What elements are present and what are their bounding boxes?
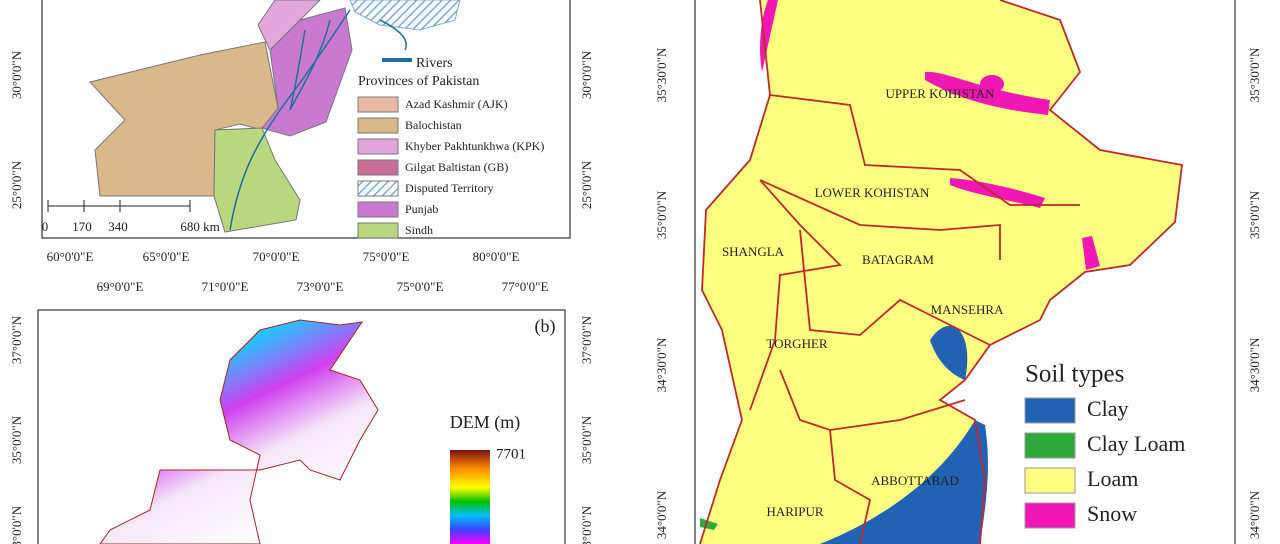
- scale-label: 170: [72, 219, 92, 234]
- scale-label: 680 km: [180, 219, 219, 234]
- legend-label: Rivers: [416, 56, 453, 71]
- lat-label: 35°0'0"N: [579, 415, 594, 464]
- scale-bar: [47, 200, 191, 212]
- legend-label: Clay: [1087, 396, 1129, 421]
- soil-map: [699, 0, 1183, 544]
- legend: Clay Clay Loam Loam Snow: [1024, 396, 1185, 529]
- lon-label: 73°0'0"E: [297, 279, 344, 294]
- lat-label: 34°0'0"N: [654, 490, 669, 539]
- legend-swatch: [357, 222, 399, 239]
- legend-swatch: [1024, 397, 1076, 424]
- legend: Azad Kashmir (AJK) Balochistan Khyber Pakh…: [357, 96, 544, 239]
- lat-label: 35°30'0"N: [1247, 47, 1262, 102]
- district-label: MANSEHRA: [931, 302, 1005, 317]
- lat-label: 34°30'0"N: [654, 337, 669, 392]
- colorbar-label: 7701: [496, 446, 526, 462]
- legend-label: Azad Kashmir (AJK): [405, 97, 508, 111]
- lat-label: 34°30'0"N: [1247, 337, 1262, 392]
- district-label: ABBOTTABAD: [871, 473, 959, 488]
- panel-c: 35°30'0"N 35°0'0"N 34°30'0"N 34°0'0"N 35…: [654, 0, 1262, 544]
- legend-label: Sindh: [405, 223, 433, 237]
- dem-map: [99, 319, 379, 544]
- legend-swatch: [357, 201, 399, 218]
- legend-label: Gilgat Baltistan (GB): [405, 160, 508, 174]
- legend-label: Loam: [1087, 466, 1138, 491]
- lon-label: 80°0'0"E: [473, 249, 520, 264]
- lat-label: 35°0'0"N: [1247, 190, 1262, 239]
- lat-label: 33°0'0"N: [579, 505, 594, 544]
- lon-label: 75°0'0"E: [397, 279, 444, 294]
- district-label: LOWER KOHISTAN: [815, 185, 930, 200]
- map-frame: [37, 309, 566, 544]
- legend-label: Disputed Territory: [405, 181, 494, 195]
- colorbar: [450, 450, 490, 544]
- lat-label: 35°0'0"N: [9, 415, 24, 464]
- lat-label: 35°0'0"N: [654, 190, 669, 239]
- legend-label: Snow: [1087, 501, 1137, 526]
- legend-swatch: [357, 138, 399, 155]
- legend-swatch: [1024, 502, 1076, 529]
- lat-label: 37°0'0"N: [579, 315, 594, 364]
- legend-swatch: [357, 159, 399, 176]
- lon-label: 71°0'0"E: [202, 279, 249, 294]
- district-label: SHANGLA: [722, 244, 785, 259]
- legend-label: Punjab: [405, 202, 438, 216]
- legend-label: Khyber Pakhtunkhwa (KPK): [405, 139, 544, 153]
- lat-label: 37°0'0"N: [9, 315, 24, 364]
- legend-swatch: [357, 117, 399, 134]
- panel-a: 30°0'0"N 25°0'0"N 30°0'0"N 25°0'0"N 60°0…: [9, 0, 594, 264]
- district-label: UPPER KOHISTAN: [885, 86, 995, 101]
- legend-swatch: [357, 96, 399, 113]
- legend-swatch: [1024, 467, 1076, 494]
- lat-label: 30°0'0"N: [9, 50, 24, 99]
- lon-label: 65°0'0"E: [143, 249, 190, 264]
- panel-b: 69°0'0"E 71°0'0"E 73°0'0"E 75°0'0"E 77°0…: [9, 279, 594, 544]
- map-frame: [41, 0, 571, 239]
- district-label: HARIPUR: [766, 504, 823, 519]
- lat-label: 33°0'0"N: [9, 505, 24, 544]
- panel-label: (b): [535, 316, 556, 337]
- lat-label: 25°0'0"N: [9, 160, 24, 209]
- lon-label: 69°0'0"E: [97, 279, 144, 294]
- lat-label: 35°30'0"N: [654, 47, 669, 102]
- colorbar-title: DEM (m): [450, 412, 521, 433]
- legend-title: Provinces of Pakistan: [358, 74, 479, 89]
- legend-swatch: [357, 180, 399, 197]
- lon-label: 77°0'0"E: [502, 279, 549, 294]
- legend-label: Clay Loam: [1087, 431, 1185, 456]
- lat-label: 34°0'0"N: [1247, 490, 1262, 539]
- legend-swatch: [1024, 432, 1076, 459]
- district-label: BATAGRAM: [862, 252, 934, 267]
- legend-label: Balochistan: [405, 118, 462, 132]
- lon-label: 70°0'0"E: [253, 249, 300, 264]
- scale-label: 0: [42, 219, 49, 234]
- lat-label: 30°0'0"N: [579, 50, 594, 99]
- lon-label: 60°0'0"E: [47, 249, 94, 264]
- district-label: TORGHER: [766, 336, 827, 351]
- lon-label: 75°0'0"E: [363, 249, 410, 264]
- lat-label: 25°0'0"N: [579, 160, 594, 209]
- legend-title: Soil types: [1025, 361, 1124, 388]
- province-shapes: [89, 0, 461, 233]
- scale-label: 340: [108, 219, 128, 234]
- map-frame: [694, 0, 1236, 544]
